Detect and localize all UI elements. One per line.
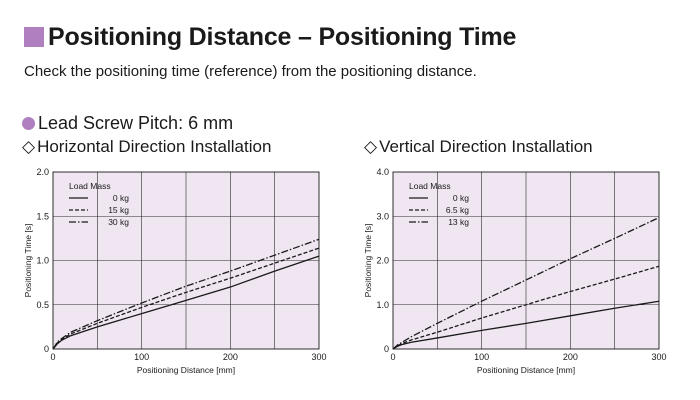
- series-line-2: [52, 238, 320, 350]
- plot-frame: [392, 171, 660, 350]
- horizontal-chart-heading: ◇ Horizontal Direction Installation: [22, 137, 271, 157]
- legend-label: 13 kg: [448, 217, 469, 227]
- legend-label: 6.5 kg: [446, 205, 469, 215]
- y-tick-label: 0: [44, 344, 49, 354]
- page-title: Positioning Distance – Positioning Time: [48, 22, 517, 51]
- plot-frame: [52, 171, 320, 350]
- series-line-1: [52, 247, 320, 350]
- x-tick-label: 300: [311, 352, 326, 362]
- page-title-row: Positioning Distance – Positioning Time: [24, 20, 516, 54]
- y-tick-label: 2.0: [36, 167, 49, 177]
- horizontal-chart-title: Horizontal Direction Installation: [37, 137, 272, 156]
- y-tick-label: 1.5: [36, 211, 49, 221]
- page-subtitle: Check the positioning time (reference) f…: [24, 63, 477, 80]
- vertical-chart-title: Vertical Direction Installation: [379, 137, 593, 156]
- legend-label: 0 kg: [453, 193, 469, 203]
- legend-label: 15 kg: [108, 205, 129, 215]
- y-tick-label: 0: [384, 344, 389, 354]
- title-square-marker: [24, 27, 44, 47]
- x-tick-label: 300: [651, 352, 666, 362]
- lead-screw-pitch-heading: Lead Screw Pitch: 6 mm: [22, 113, 233, 134]
- legend-label: 30 kg: [108, 217, 129, 227]
- x-axis-label: Positioning Distance [mm]: [477, 365, 575, 375]
- y-tick-label: 3.0: [376, 211, 389, 221]
- y-tick-label: 1.0: [36, 256, 49, 266]
- vertical-chart-heading: ◇ Vertical Direction Installation: [364, 137, 593, 157]
- y-axis-label: Positioning Time [s]: [363, 224, 373, 298]
- x-tick-label: 0: [390, 352, 395, 362]
- x-tick-label: 200: [223, 352, 238, 362]
- y-tick-label: 2.0: [376, 256, 389, 266]
- series-line-2: [392, 216, 660, 350]
- x-axis-label: Positioning Distance [mm]: [137, 365, 235, 375]
- y-tick-label: 0.5: [36, 300, 49, 310]
- horizontal-installation-chart: 0 0.5 1.0 1.5 2.0 0 100 200 300 Positioning Dista…: [23, 167, 327, 375]
- y-axis-label: Positioning Time [s]: [23, 224, 33, 298]
- legend-label: 0 kg: [113, 193, 129, 203]
- x-tick-label: 200: [563, 352, 578, 362]
- series-line-0: [52, 255, 320, 350]
- x-tick-label: 100: [134, 352, 149, 362]
- lead-screw-pitch-label: Lead Screw Pitch: 6 mm: [38, 113, 234, 133]
- legend-title: Load Mass: [409, 181, 451, 191]
- y-tick-label: 1.0: [376, 300, 389, 310]
- vertical-installation-chart: 0 1.0 2.0 3.0 4.0 0 100 200 300 Positioning Dista…: [363, 167, 667, 375]
- bullet-dot-icon: [22, 117, 35, 130]
- y-tick-label: 4.0: [376, 167, 389, 177]
- legend-title: Load Mass: [69, 181, 111, 191]
- x-tick-label: 100: [474, 352, 489, 362]
- x-tick-label: 0: [50, 352, 55, 362]
- diamond-icon: ◇: [22, 137, 36, 156]
- diamond-icon: ◇: [364, 137, 378, 156]
- series-line-1: [392, 265, 660, 350]
